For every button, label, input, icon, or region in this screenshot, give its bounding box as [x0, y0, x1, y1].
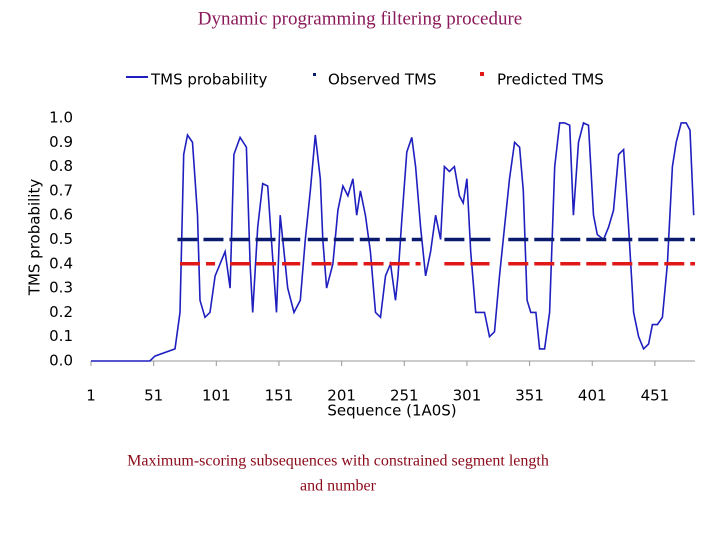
x-tick-label: 301	[453, 387, 482, 405]
x-tick-label: 401	[578, 387, 607, 405]
legend-swatch	[480, 72, 484, 76]
title: Dynamic programming filtering procedure	[198, 8, 522, 29]
probability-line	[91, 121, 695, 362]
y-tick-label: 0.1	[49, 327, 73, 345]
y-tick-label: 0.7	[49, 181, 73, 199]
x-tick-label: 201	[327, 387, 356, 405]
y-tick-label: 1.0	[49, 109, 73, 127]
caption-line: and number	[300, 478, 377, 495]
legend-label: Observed TMS	[328, 71, 437, 89]
x-tick-label: 51	[144, 387, 163, 405]
x-axis-label: Sequence (1A0S)	[327, 402, 456, 420]
x-tick-label: 351	[515, 387, 544, 405]
legend-label: TMS probability	[150, 71, 268, 89]
y-axis-label: TMS probability	[26, 179, 44, 297]
x-tick-label: 451	[641, 387, 670, 405]
y-tick-label: 0.0	[49, 352, 73, 370]
legend-swatch	[313, 73, 316, 76]
y-tick-label: 0.8	[49, 157, 73, 175]
x-tick-label: 251	[390, 387, 419, 405]
y-tick-label: 0.2	[49, 303, 73, 321]
y-tick-label: 0.4	[49, 254, 73, 272]
y-tick-label: 0.3	[49, 279, 73, 297]
x-tick-label: 1	[86, 387, 96, 405]
x-tick-label: 151	[265, 387, 294, 405]
x-tick-label: 101	[202, 387, 231, 405]
legend-label: Predicted TMS	[497, 71, 604, 89]
y-tick-label: 0.6	[49, 206, 73, 224]
y-tick-label: 0.5	[49, 230, 73, 248]
caption-line: Maximum-scoring subsequences with constr…	[127, 453, 549, 470]
y-tick-label: 0.9	[49, 133, 73, 151]
